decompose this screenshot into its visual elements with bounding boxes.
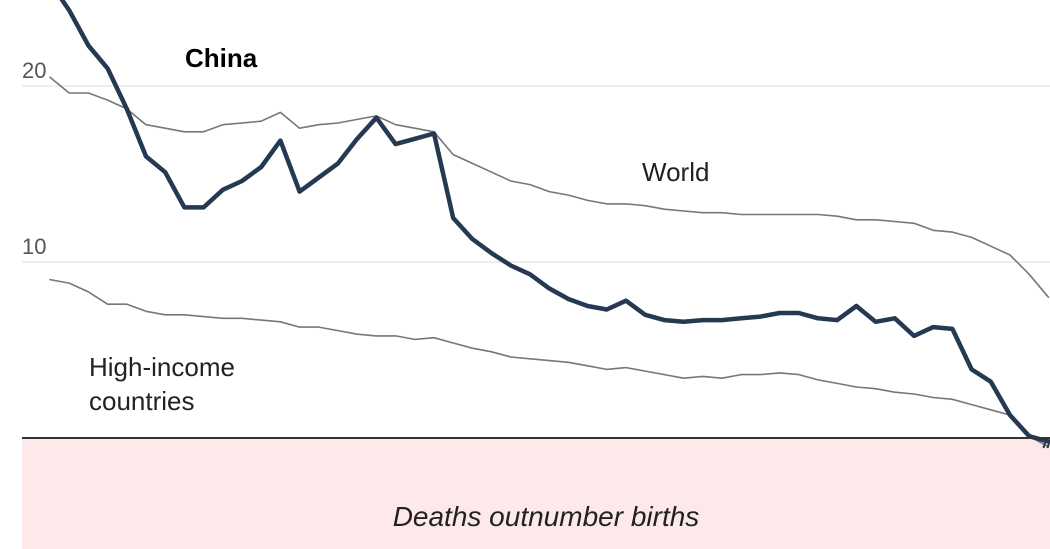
- negative-region-label: Deaths outnumber births: [393, 501, 700, 532]
- series-line-high-income: [49, 278, 1050, 448]
- negative-region: [22, 438, 1050, 549]
- y-tick-label-10: 10: [22, 234, 46, 259]
- series-line-china: [59, 0, 1050, 444]
- y-tick-labels: 10 20: [22, 58, 46, 259]
- world-label: World: [642, 157, 709, 187]
- crossing-hatch: [1042, 438, 1048, 449]
- china-label: China: [185, 43, 258, 73]
- series-line-world: [49, 76, 1050, 299]
- high-income-label-line1: High-income: [89, 352, 235, 382]
- high-income-label-line2: countries: [89, 386, 195, 416]
- grid-lines: [22, 85, 1050, 263]
- series-lines: [49, 0, 1050, 448]
- y-tick-label-20: 20: [22, 58, 46, 83]
